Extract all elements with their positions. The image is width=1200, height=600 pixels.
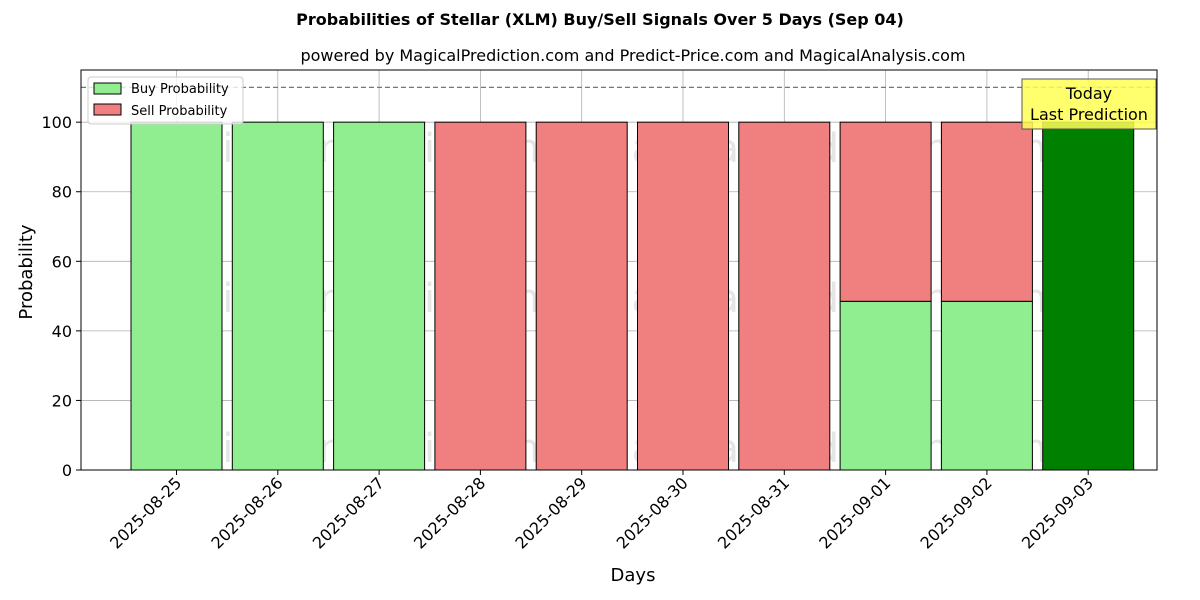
legend-box	[87, 76, 244, 125]
chart-title: Probabilities of Stellar (XLM) Buy/Sell …	[296, 10, 904, 29]
sell-bar	[637, 121, 729, 471]
bar-layer	[130, 121, 1135, 471]
x-tick-label: 2025-08-26	[207, 473, 286, 552]
buy-bar	[231, 121, 324, 471]
y-tick-label: 100	[41, 113, 72, 132]
x-tick-label: 2025-09-03	[1018, 473, 1097, 552]
x-tick-label: 2025-08-30	[613, 473, 692, 552]
x-tick-label: 2025-08-31	[714, 473, 793, 552]
sell-bar	[839, 121, 932, 302]
legend-label-sell: Sell Probability	[131, 104, 228, 119]
legend-swatch-sell	[93, 103, 122, 116]
y-axis-label: Probability	[16, 224, 37, 319]
sell-bar	[535, 121, 628, 471]
y-tick-label: 60	[52, 252, 72, 271]
today-annotation: Today Last Prediction	[1021, 78, 1157, 130]
sell-bar	[940, 121, 1033, 302]
plot-frame	[80, 69, 1158, 471]
buy-bar	[130, 121, 223, 471]
y-tick-label: 40	[52, 322, 72, 341]
x-tick-label: 2025-08-29	[511, 473, 590, 552]
buy-bar	[839, 300, 932, 471]
x-tick-label: 2025-08-27	[309, 473, 388, 552]
x-tick-label: 2025-08-28	[410, 473, 489, 552]
sell-bar	[434, 121, 527, 471]
sell-bar	[738, 121, 831, 471]
annotation-box	[1021, 78, 1157, 130]
legend-swatch-buy	[93, 82, 122, 95]
x-tick-label: 2025-08-25	[106, 473, 185, 552]
y-tick-label: 20	[52, 391, 72, 410]
x-axis-label: Days	[611, 565, 656, 586]
legend-label-buy: Buy Probability	[131, 82, 229, 97]
annotation-today: Today	[1065, 84, 1112, 103]
y-tick-label: 0	[62, 461, 72, 480]
chart-subtitle: powered by MagicalPrediction.com and Pre…	[300, 46, 966, 65]
legend: Buy Probability Sell Probability	[87, 76, 244, 125]
buy-bar	[1042, 121, 1135, 471]
buy-bar	[940, 300, 1033, 471]
x-tick-label: 2025-09-02	[917, 473, 996, 552]
annotation-last-prediction: Last Prediction	[1030, 105, 1148, 124]
buy-bar	[333, 121, 426, 471]
y-tick-label: 80	[52, 183, 72, 202]
x-tick-label: 2025-09-01	[815, 473, 894, 552]
